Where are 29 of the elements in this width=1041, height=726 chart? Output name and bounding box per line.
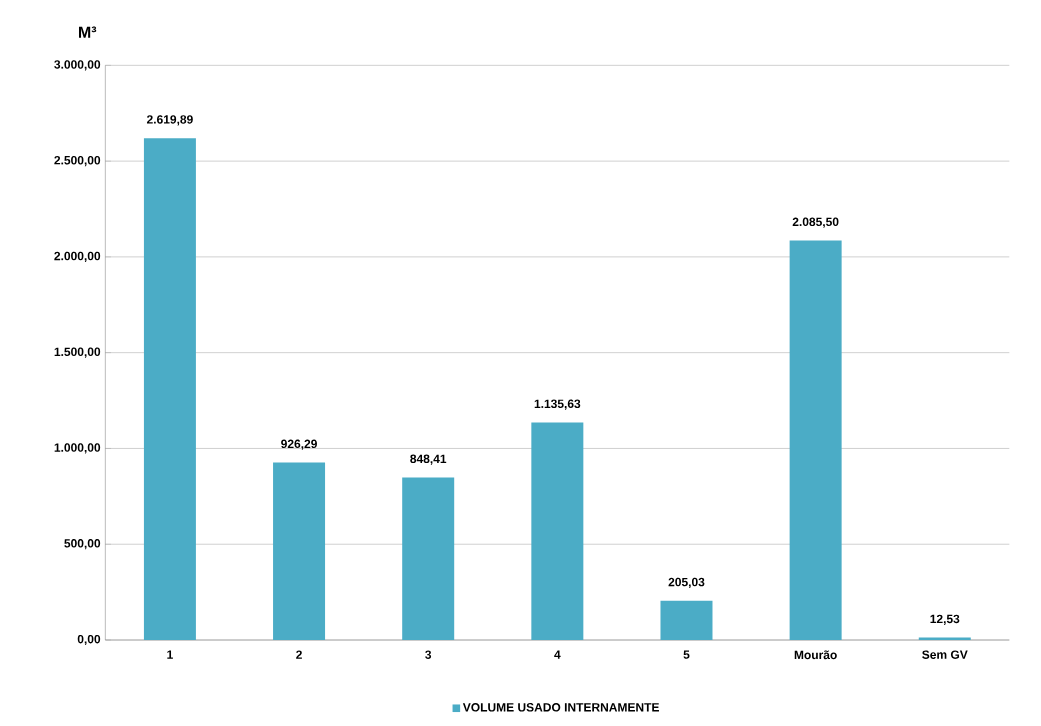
x-tick-label: 4: [554, 650, 561, 659]
bar: [531, 422, 584, 640]
data-label: 205,03: [668, 577, 705, 589]
y-axis-title: M³: [79, 26, 97, 38]
x-tick-label: 1: [167, 650, 173, 659]
y-tick-label: 2.000,00: [54, 251, 101, 263]
bar: [402, 477, 455, 640]
y-tick-label: 2.500,00: [54, 155, 101, 167]
y-tick-label: 1.500,00: [54, 347, 101, 358]
y-tick-label: 3.000,00: [54, 60, 101, 71]
data-label: 12,53: [930, 614, 960, 625]
x-tick-label: Sem GV: [922, 650, 968, 659]
bar: [143, 138, 196, 640]
x-tick-label: 5: [683, 650, 690, 659]
data-label: 2.085,50: [792, 217, 839, 228]
data-label: 2.619,89: [146, 115, 193, 126]
data-label: 848,41: [410, 454, 447, 465]
data-label: 1.135,63: [534, 399, 581, 410]
bar: [789, 240, 842, 640]
x-tick-label: 2: [296, 650, 302, 659]
y-tick-label: 1.000,00: [54, 443, 101, 454]
legend-label: VOLUME USADO INTERNAMENTE: [462, 703, 659, 712]
bar: [273, 462, 326, 640]
y-tick-label: 0,00: [77, 634, 101, 646]
data-label: 926,29: [281, 439, 317, 450]
bar: [660, 600, 713, 640]
x-tick-label: Mourão: [794, 650, 837, 660]
x-tick-label: 3: [425, 650, 432, 659]
y-tick-label: 500,00: [64, 539, 101, 550]
